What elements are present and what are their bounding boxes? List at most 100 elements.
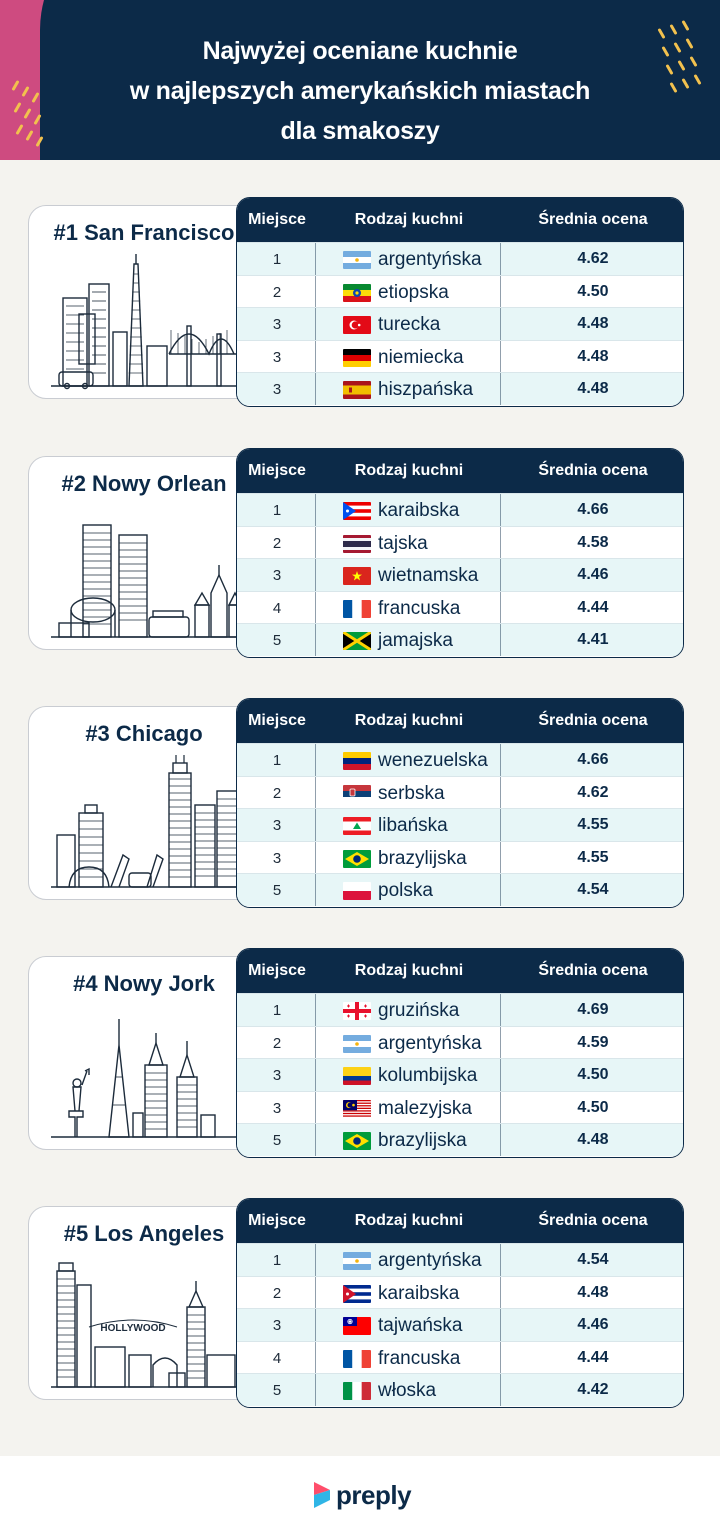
score-cell: 4.50: [577, 282, 609, 300]
city-section: #5 Los Angeles HOLLYWOOD Miejsce Rodzaj ku…: [0, 1198, 720, 1408]
table-body: 1 karaibska 4.66 2 tajska 4.58 3 wietnamska 4.46…: [237, 493, 683, 656]
city-name: #2 Nowy Orlean: [61, 471, 227, 496]
cuisine-cell: brazylijska: [378, 1130, 467, 1152]
city-name: #5 Los Angeles: [63, 1221, 225, 1246]
score-cell: 4.46: [577, 1316, 609, 1334]
title-line-1: Najwyżej oceniane kuchnie: [202, 37, 518, 65]
score-cell: 4.58: [577, 533, 609, 551]
ranking-table: Miejsce Rodzaj kuchni Średnia ocena 1 argent…: [236, 1198, 684, 1408]
rank-cell: 3: [272, 381, 282, 399]
table-row: 3 niemiecka 4.48: [237, 339, 683, 373]
city-card: #3 Chicago: [28, 706, 258, 900]
footer: preply: [0, 1456, 720, 1536]
table-header: Miejsce Rodzaj kuchni Średnia ocena: [237, 699, 683, 743]
ranking-table: Miejsce Rodzaj kuchni Średnia ocena 1 argent…: [236, 197, 684, 407]
city-card: #2 Nowy Orlean: [28, 456, 258, 650]
score-cell: 4.66: [577, 751, 609, 768]
score-cell: 4.59: [577, 1033, 609, 1051]
table-row: 1 karaibska 4.66: [237, 493, 683, 526]
table-row: 3 hiszpańska 4.48: [237, 372, 683, 405]
rank-cell: 3: [272, 1067, 282, 1085]
column-header-cuisine: Rodzaj kuchni: [354, 462, 464, 479]
malaysia-flag-icon: [343, 1099, 371, 1118]
city-section: #3 Chicago Miejsce Rodzaj kuchni Średnia o…: [0, 698, 720, 908]
ethiopia-flag-icon: [343, 283, 371, 302]
score-cell: 4.54: [577, 1251, 609, 1268]
cuisine-cell: jamajska: [378, 630, 453, 652]
rank-cell: 1: [272, 1252, 282, 1269]
cuisine-cell: wenezuelska: [378, 750, 488, 771]
table-row: 5 brazylijska 4.48: [237, 1123, 683, 1156]
score-cell: 4.50: [577, 1098, 609, 1116]
rank-cell: 4: [272, 599, 282, 617]
cuisine-cell: karaibska: [378, 1282, 460, 1304]
germany-flag-icon: [343, 348, 371, 367]
score-cell: 4.44: [577, 598, 609, 616]
france-flag-icon: [343, 599, 371, 618]
city-card: #1 San Francisco: [28, 205, 258, 399]
table-row: 2 tajska 4.58: [237, 525, 683, 559]
table-header: Miejsce Rodzaj kuchni Średnia ocena: [237, 1199, 683, 1243]
table-row: 5 polska 4.54: [237, 873, 683, 906]
city-name: #1 San Francisco: [53, 220, 235, 245]
colombia-flag-icon: [343, 1067, 371, 1086]
brazil-flag-icon: [343, 849, 371, 868]
table-row: 2 argentyńska 4.59: [237, 1025, 683, 1059]
table-row: 3 tajwańska 4.46: [237, 1308, 683, 1341]
rank-cell: 1: [272, 1002, 282, 1019]
jamaica-flag-icon: [343, 632, 371, 651]
column-header-cuisine: Rodzaj kuchni: [354, 962, 464, 979]
city-skyline-illustration: [49, 755, 244, 895]
rank-cell: 2: [272, 784, 282, 802]
cuisine-cell: niemiecka: [378, 346, 464, 368]
score-cell: 4.69: [577, 1001, 609, 1018]
argentina-flag-icon: [343, 251, 371, 269]
cuisine-cell: tajska: [378, 532, 428, 554]
rank-cell: 4: [272, 1349, 282, 1367]
title-line-3: dla smakoszy: [280, 117, 440, 145]
column-header-score: Średnia ocena: [538, 962, 648, 979]
column-header-score: Średnia ocena: [538, 462, 648, 479]
table-row: 1 gruzińska 4.69: [237, 993, 683, 1026]
column-header-rank: Miejsce: [248, 1212, 306, 1229]
city-name: #4 Nowy Jork: [73, 971, 215, 996]
vietnam-flag-icon: [343, 567, 371, 586]
table-row: 4 francuska 4.44: [237, 590, 683, 624]
taiwan-flag-icon: [343, 1317, 371, 1336]
cuisine-cell: włoska: [378, 1380, 437, 1402]
table-row: 3 brazylijska 4.55: [237, 840, 683, 874]
score-cell: 4.46: [577, 566, 609, 584]
lebanon-flag-icon: [343, 817, 371, 836]
page-title: Najwyżej oceniane kuchnie w najlepszych …: [0, 31, 720, 151]
rank-cell: 2: [272, 1284, 282, 1302]
city-skyline-illustration: [49, 1005, 244, 1145]
table-row: 2 karaibska 4.48: [237, 1275, 683, 1309]
score-cell: 4.55: [577, 816, 609, 834]
table-row: 5 jamajska 4.41: [237, 623, 683, 656]
score-cell: 4.54: [577, 881, 609, 899]
city-name: #3 Chicago: [85, 721, 203, 746]
table-row: 1 wenezuelska 4.66: [237, 743, 683, 776]
rank-cell: 1: [272, 251, 282, 268]
column-header-cuisine: Rodzaj kuchni: [354, 1212, 464, 1229]
score-cell: 4.48: [577, 380, 609, 398]
score-cell: 4.41: [577, 631, 609, 649]
table-row: 1 argentyńska 4.54: [237, 1243, 683, 1276]
rank-cell: 3: [272, 567, 282, 585]
ranking-table: Miejsce Rodzaj kuchni Średnia ocena 1 karaib…: [236, 448, 684, 658]
table-row: 3 wietnamska 4.46: [237, 558, 683, 591]
title-line-2: w najlepszych amerykańskich miastach: [129, 77, 591, 105]
score-cell: 4.55: [577, 848, 609, 866]
score-cell: 4.48: [577, 1283, 609, 1301]
rank-cell: 3: [272, 348, 282, 366]
cuisine-cell: argentyńska: [378, 1032, 482, 1054]
table-row: 2 serbska 4.62: [237, 775, 683, 809]
rank-cell: 5: [272, 882, 282, 900]
cuisine-cell: kolumbijska: [378, 1065, 478, 1087]
rank-cell: 5: [272, 1382, 282, 1400]
puerto-rico-flag-icon: [343, 502, 371, 520]
rank-cell: 5: [272, 1132, 282, 1150]
cuisine-cell: gruzińska: [378, 1000, 460, 1021]
argentina-flag-icon: [343, 1252, 371, 1270]
cuisine-cell: argentyńska: [378, 249, 482, 270]
